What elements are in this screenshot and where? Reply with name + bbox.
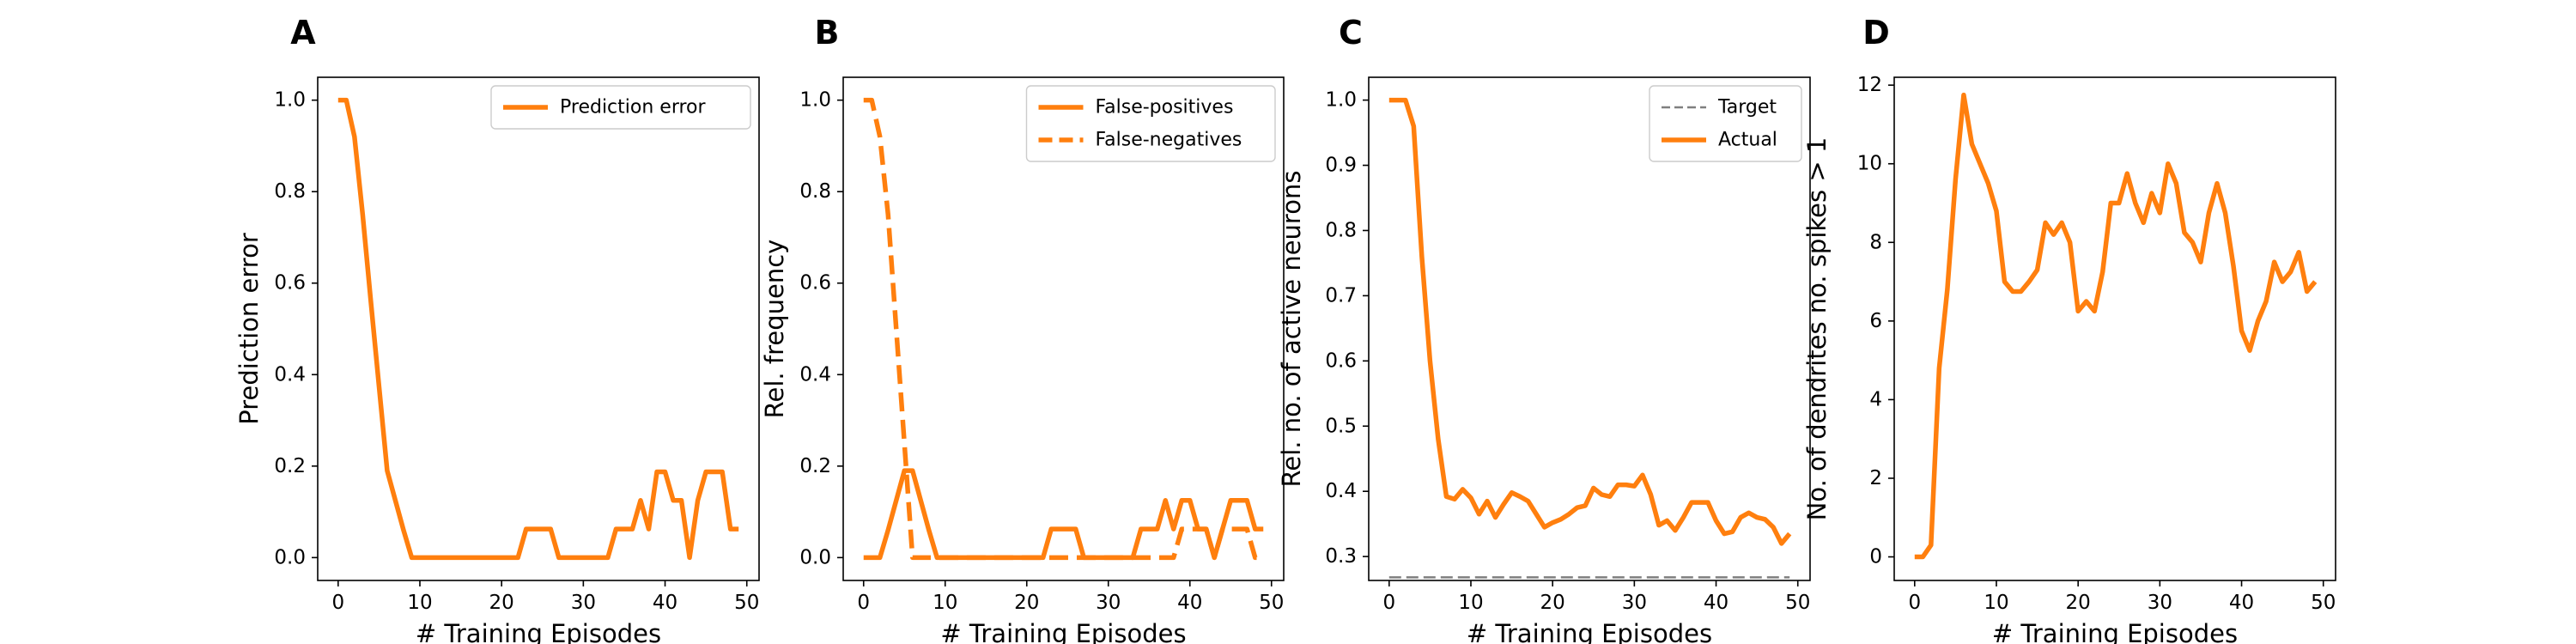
y-tick-label: 0.2 bbox=[799, 455, 831, 477]
x-tick-label: 10 bbox=[1458, 592, 1483, 614]
y-tick-label: 6 bbox=[1869, 310, 1882, 332]
axes-frame bbox=[842, 76, 1285, 581]
y-tick-label: 0.8 bbox=[1325, 219, 1357, 241]
y-tick-label: 0.0 bbox=[274, 546, 306, 568]
legend: Prediction error bbox=[490, 85, 751, 130]
legend-label: Actual bbox=[1718, 130, 1777, 151]
y-tick-label: 0.2 bbox=[274, 455, 306, 477]
x-tick-label: 50 bbox=[1785, 592, 1810, 614]
y-tick-label: 0 bbox=[1869, 546, 1882, 568]
x-tick-label: 20 bbox=[1014, 592, 1039, 614]
panel-letter: A bbox=[290, 14, 316, 52]
x-tick-label: 30 bbox=[1096, 592, 1121, 614]
x-axis-label: # Training Episodes bbox=[1992, 619, 2238, 644]
axes-frame bbox=[1368, 76, 1811, 581]
legend-label: Target bbox=[1717, 97, 1777, 118]
x-tick-label: 20 bbox=[1540, 592, 1565, 614]
x-axis-label: # Training Episodes bbox=[416, 619, 661, 644]
y-tick-label: 2 bbox=[1869, 467, 1882, 489]
panel-letter: C bbox=[1339, 14, 1363, 52]
axes-frame bbox=[317, 76, 760, 581]
x-tick-label: 0 bbox=[857, 592, 870, 614]
legend-label: False-positives bbox=[1096, 97, 1234, 118]
x-tick-label: 40 bbox=[653, 592, 677, 614]
panel-d: D 0 10 20 30 40 50 0 2 4 6 8 10 12 # Training Episodes… bbox=[1802, 14, 2336, 644]
y-tick-label: 0.4 bbox=[799, 363, 831, 386]
panel-c: C 0 10 20 30 40 50 0.3 0.4 0.5 0.6 0.7 0.8 0.9 1.0 # Tr… bbox=[1277, 14, 1811, 644]
series-line-prediction-error bbox=[337, 97, 739, 561]
series-line-actual bbox=[1388, 97, 1792, 546]
x-tick-label: 30 bbox=[571, 592, 596, 614]
y-tick-label: 8 bbox=[1869, 231, 1882, 253]
y-tick-label: 0.3 bbox=[1325, 545, 1357, 568]
panel-letter: D bbox=[1862, 14, 1890, 52]
y-tick-label: 0.0 bbox=[799, 546, 831, 568]
y-tick-label: 0.7 bbox=[1325, 284, 1357, 307]
y-axis-label: No. of dendrites no. spikes > 1 bbox=[1802, 137, 1832, 521]
legend-box bbox=[1025, 85, 1276, 162]
y-tick-label: 0.6 bbox=[274, 272, 306, 295]
series-line-false-negatives bbox=[863, 97, 1264, 561]
legend: Target Actual bbox=[1649, 85, 1802, 162]
x-tick-label: 40 bbox=[1704, 592, 1728, 614]
x-tick-label: 40 bbox=[1177, 592, 1202, 614]
y-tick-label: 10 bbox=[1857, 153, 1882, 175]
legend-label: False-negatives bbox=[1096, 130, 1242, 151]
x-tick-label: 50 bbox=[1259, 592, 1284, 614]
legend-box bbox=[1649, 85, 1802, 162]
x-tick-label: 50 bbox=[2311, 592, 2336, 614]
legend: False-positives False-negatives bbox=[1025, 85, 1276, 162]
y-tick-label: 0.9 bbox=[1325, 155, 1357, 177]
series-line-false-positives bbox=[863, 468, 1264, 561]
y-axis-label: Rel. frequency bbox=[760, 240, 789, 419]
series-line-line-0 bbox=[1914, 92, 2318, 560]
x-tick-label: 10 bbox=[933, 592, 957, 614]
y-axis-label: Prediction error bbox=[234, 233, 264, 425]
panel-letter: B bbox=[815, 14, 840, 52]
x-tick-label: 0 bbox=[331, 592, 344, 614]
y-tick-label: 0.8 bbox=[274, 180, 306, 203]
panel-a: A 0 10 20 30 40 50 0.0 0.2 0.4 0.6 0.8 1.0 # Training… bbox=[234, 14, 760, 644]
legend-box bbox=[490, 85, 751, 130]
x-tick-label: 20 bbox=[489, 592, 514, 614]
x-tick-label: 50 bbox=[734, 592, 759, 614]
y-axis-label: Rel. no. of active neurons bbox=[1277, 171, 1306, 488]
x-tick-label: 20 bbox=[2066, 592, 2091, 614]
y-tick-label: 12 bbox=[1857, 74, 1882, 96]
y-tick-label: 0.8 bbox=[799, 180, 831, 203]
x-tick-label: 30 bbox=[2148, 592, 2172, 614]
y-tick-label: 0.6 bbox=[799, 272, 831, 295]
x-tick-label: 40 bbox=[2229, 592, 2254, 614]
x-tick-label: 0 bbox=[1908, 592, 1921, 614]
x-tick-label: 10 bbox=[407, 592, 432, 614]
x-tick-label: 10 bbox=[1984, 592, 2008, 614]
y-tick-label: 1.0 bbox=[799, 89, 831, 112]
y-tick-label: 0.4 bbox=[274, 363, 306, 386]
x-tick-label: 30 bbox=[1622, 592, 1647, 614]
x-tick-label: 0 bbox=[1382, 592, 1395, 614]
y-tick-label: 4 bbox=[1869, 388, 1882, 410]
x-axis-label: # Training Episodes bbox=[1467, 619, 1712, 644]
y-tick-label: 0.6 bbox=[1325, 349, 1357, 372]
x-axis-label: # Training Episodes bbox=[940, 619, 1186, 644]
legend-label: Prediction error bbox=[560, 97, 706, 118]
y-tick-label: 0.4 bbox=[1325, 480, 1357, 502]
y-tick-label: 0.5 bbox=[1325, 415, 1357, 437]
panel-b: B 0 10 20 30 40 50 0.0 0.2 0.4 0.6 0.8 1.0 # Training… bbox=[760, 14, 1285, 644]
axes-frame bbox=[1893, 76, 2336, 581]
y-tick-label: 1.0 bbox=[1325, 89, 1357, 112]
y-tick-label: 1.0 bbox=[274, 89, 306, 112]
